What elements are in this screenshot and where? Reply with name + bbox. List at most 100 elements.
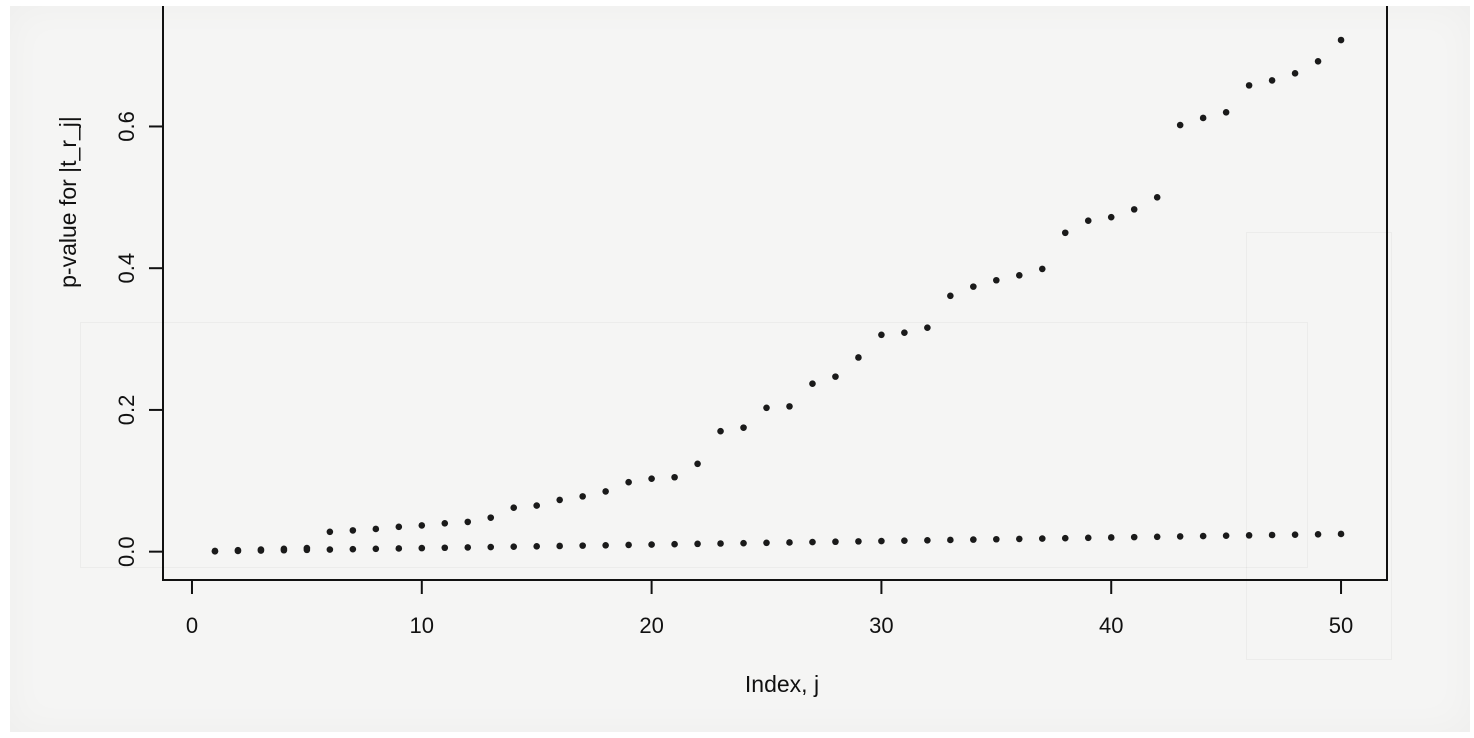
y-tick-label: 0.0 [114,536,139,567]
data-point [303,546,311,554]
x-tick-label: 0 [186,613,198,638]
data-point [510,543,518,550]
data-point [717,427,724,435]
data-point [234,547,242,555]
data-point [395,545,403,552]
data-point [878,537,885,545]
data-point [487,514,495,521]
data-point [1291,70,1299,77]
data-point [1199,532,1207,540]
data-point [280,546,288,554]
y-tick-label: 0.2 [114,395,139,426]
data-point [717,540,724,547]
data-point [602,541,609,549]
data-point [1268,77,1276,84]
data-point [1107,213,1115,221]
data-point [1245,532,1253,539]
data-point [1016,535,1023,543]
data-point [1153,533,1161,541]
data-point [349,545,357,553]
data-point [349,527,357,534]
data-point [1314,57,1322,65]
data-point [947,536,954,544]
data-point [809,538,816,546]
x-tick-label: 50 [1329,613,1353,638]
data-point [671,540,678,548]
data-point [648,475,655,482]
data-point [418,522,426,529]
data-point [970,283,977,290]
data-point [1084,534,1092,542]
x-tick-label: 10 [410,613,434,638]
x-tick-label: 30 [869,613,893,638]
data-point [441,544,449,552]
y-axis: 0.0 0.2 0.4 0.6 [114,111,163,567]
data-point [1016,271,1023,279]
data-point [510,504,518,512]
data-point [372,545,380,553]
data-point [1176,533,1184,540]
data-point [1130,206,1138,213]
data-point [464,518,472,526]
data-point [1038,535,1046,542]
data-point [763,539,770,547]
data-point [441,520,449,527]
data-point [1337,36,1345,44]
data-point [257,547,265,554]
data-point [1061,534,1069,542]
data-point [1199,114,1207,122]
data-point [763,404,770,412]
data-point [372,525,380,533]
data-point [694,460,701,468]
data-point [464,544,472,551]
data-point [1222,532,1230,540]
data-point [947,292,954,300]
data-point [740,539,747,547]
data-point [625,478,632,486]
data-point [418,544,426,552]
plot-frame-group [162,6,1388,581]
data-points [211,36,1345,555]
plot-frame [162,6,1388,581]
data-point [924,324,931,332]
data-point [579,493,586,500]
data-point [878,331,885,339]
data-point [1245,82,1253,89]
x-tick-label: 40 [1099,613,1123,638]
data-point [694,540,701,548]
data-point [1291,531,1299,538]
data-point [1130,533,1138,541]
x-axis-label: Index, j [745,671,819,697]
data-point [1268,531,1276,539]
data-point [1153,194,1161,201]
data-point [1314,530,1322,538]
data-point [924,537,931,544]
data-point [556,496,563,504]
data-point [395,523,403,531]
data-point [1222,108,1230,116]
data-point [533,502,540,509]
data-point [786,403,793,410]
data-point [901,537,908,544]
y-tick-label: 0.6 [114,111,139,142]
data-point [1061,229,1069,237]
x-axis: 0 10 20 30 40 50 [186,579,1353,638]
data-point [970,536,977,543]
data-point [740,424,747,431]
data-point [602,488,609,495]
data-point [1176,121,1184,129]
data-point [487,543,495,551]
data-point [1107,534,1115,541]
data-point [625,541,632,549]
data-point [901,329,908,336]
data-point [855,354,862,361]
data-point [855,538,862,545]
data-point [832,373,839,380]
data-point [671,473,678,481]
data-point [533,543,540,550]
data-point [1337,530,1345,538]
x-tick-label: 20 [639,613,663,638]
data-point [993,276,1000,284]
data-point [832,538,839,546]
